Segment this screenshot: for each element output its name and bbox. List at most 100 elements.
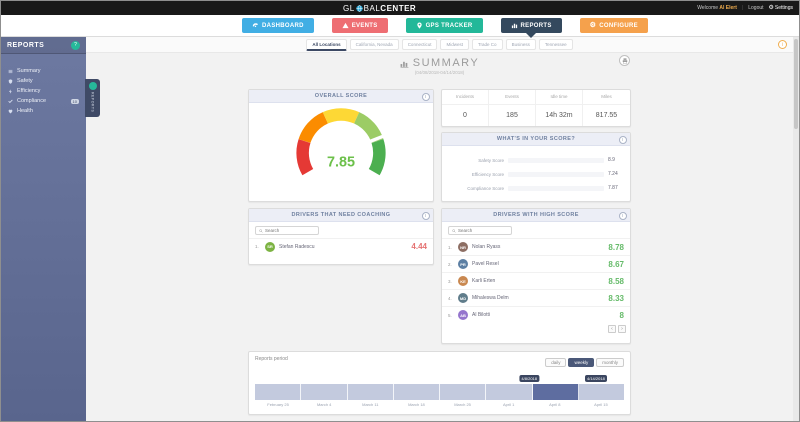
page-title-text: SUMMARY xyxy=(412,57,480,69)
timeline-segment[interactable] xyxy=(579,384,624,400)
axis-label: April 8 xyxy=(549,402,561,407)
check-icon xyxy=(8,99,13,103)
logout-link[interactable]: Logout xyxy=(748,5,764,11)
pagination-prev-button[interactable]: ‹ xyxy=(608,325,616,333)
collapse-tag-icon xyxy=(88,82,97,90)
sidebar-help-icon[interactable]: ? xyxy=(71,40,80,50)
range-start-tooltip: 4/8/2018 xyxy=(519,375,539,382)
info-icon[interactable]: i xyxy=(619,135,627,144)
avatar: MD xyxy=(458,293,468,303)
high-score-driver-row[interactable]: 3. KE Karli Erten 8.58 xyxy=(442,272,630,289)
timeline-bar[interactable] xyxy=(255,384,624,400)
tab-all-locations[interactable]: All Locations xyxy=(306,38,347,51)
timeline-segment[interactable] xyxy=(394,384,440,400)
info-icon[interactable]: i xyxy=(422,92,430,101)
sidebar-item-compliance[interactable]: Compliance 10 xyxy=(1,96,86,106)
stats-table: Incidents Events Idle time Miles 0 185 1… xyxy=(442,90,630,126)
axis-label: April 15 xyxy=(594,402,608,407)
main-nav: DASHBOARD EVENTS GPS TRACKER REPORTS ⚙ C… xyxy=(1,15,799,38)
score-breakdown-rows: Safety Score 8.9 Efficiency Score 7.24 C… xyxy=(442,146,630,195)
gauge-segment-green xyxy=(368,139,386,176)
coaching-header: DRIVERS THAT NEED COACHING i xyxy=(249,209,433,222)
coaching-search-input[interactable] xyxy=(265,228,315,233)
sidebar-item-safety[interactable]: Safety xyxy=(1,76,86,86)
coaching-search-box[interactable] xyxy=(255,226,319,235)
search-icon xyxy=(259,228,263,233)
scrollbar-thumb[interactable] xyxy=(794,39,798,129)
welcome-label: Welcome Al Elert xyxy=(697,5,737,11)
timeline-segment[interactable] xyxy=(301,384,348,400)
driver-score: 8 xyxy=(619,310,624,320)
weekly-button[interactable]: weekly xyxy=(568,358,595,367)
driver-score: 8.33 xyxy=(608,293,624,303)
monthly-button[interactable]: monthly xyxy=(596,358,624,367)
stat-label-idle-time: Idle time xyxy=(536,90,583,105)
high-score-driver-row[interactable]: 1. NR Nolan Ryass 8.78 xyxy=(442,238,630,255)
sidebar-item-efficiency[interactable]: Efficiency xyxy=(1,86,86,96)
summary-chart-icon xyxy=(400,61,409,68)
print-button[interactable] xyxy=(619,55,630,66)
timeline-segment[interactable] xyxy=(486,384,533,400)
nav-events-button[interactable]: EVENTS xyxy=(331,18,388,33)
avatar: SR xyxy=(265,241,275,252)
driver-name: Pavel Resel xyxy=(472,261,499,267)
gauge-segment-lightgreen xyxy=(353,112,384,144)
range-end-tooltip: 4/14/2018 xyxy=(585,375,607,382)
sidebar-title: REPORTS xyxy=(7,41,45,49)
tab-location-1[interactable]: California, Nevada xyxy=(349,39,399,50)
high-score-search-box[interactable] xyxy=(448,226,512,235)
map-pin-icon xyxy=(416,22,422,29)
avatar: PR xyxy=(458,259,468,269)
collapse-tag-label: REPORTS xyxy=(90,92,95,113)
reports-period-label: Reports period xyxy=(255,356,288,362)
driver-score: 8.78 xyxy=(608,242,624,252)
sidebar-collapse-tag[interactable]: REPORTS xyxy=(85,79,100,117)
tab-location-4[interactable]: Trade Co xyxy=(471,39,503,50)
tab-location-5[interactable]: Business xyxy=(505,39,536,50)
nav-reports-button[interactable]: REPORTS xyxy=(500,18,562,38)
nav-configure-button[interactable]: ⚙ CONFIGURE xyxy=(579,18,648,33)
scrollbar-track[interactable] xyxy=(793,37,799,421)
top-bar: GL BALCENTER Welcome Al Elert | Logout ⚙… xyxy=(1,1,799,15)
sidebar-item-summary[interactable]: Summary xyxy=(1,66,86,76)
high-score-search-input[interactable] xyxy=(458,228,508,233)
high-score-driver-row[interactable]: 2. PR Pavel Resel 8.67 xyxy=(442,255,630,272)
nav-dashboard-button[interactable]: DASHBOARD xyxy=(242,18,314,33)
stat-value-events: 185 xyxy=(489,105,536,126)
stat-value-incidents: 0 xyxy=(442,105,489,126)
timeline-selected-segment[interactable] xyxy=(532,384,579,400)
driver-score: 8.67 xyxy=(608,259,624,269)
high-score-driver-row[interactable]: 4. MD Mihaleswa Delm 8.33 xyxy=(442,289,630,306)
info-icon[interactable]: i xyxy=(422,211,430,220)
compliance-badge: 10 xyxy=(70,98,79,104)
settings-link[interactable]: ⚙ Settings xyxy=(768,5,793,11)
stat-label-incidents: Incidents xyxy=(442,90,489,105)
daily-button[interactable]: daily xyxy=(545,358,567,367)
compliance-score-row: Compliance Score 7.87 xyxy=(448,181,624,195)
configure-gear-icon: ⚙ xyxy=(589,22,597,29)
driver-name: Mihaleswa Delm xyxy=(472,295,509,301)
high-score-driver-row[interactable]: 5. AB Al Bilotti 8 xyxy=(442,306,630,323)
app-logo[interactable]: GL BALCENTER xyxy=(343,1,416,15)
timeline-segment[interactable] xyxy=(255,384,302,400)
tab-location-3[interactable]: Midwest xyxy=(440,39,469,50)
nav-gps-tracker-button[interactable]: GPS TRACKER xyxy=(405,18,483,33)
overall-score-header: OVERALL SCORE i xyxy=(249,90,433,103)
timeline-segment[interactable] xyxy=(440,384,487,400)
timeline-segment[interactable] xyxy=(348,384,394,400)
gauge-needle xyxy=(368,134,386,144)
tabs-info-icon[interactable]: i xyxy=(778,40,787,49)
avatar: KE xyxy=(458,276,468,286)
coaching-card: DRIVERS THAT NEED COACHING i 1. SR Stefa… xyxy=(248,208,434,265)
info-icon[interactable]: i xyxy=(619,211,627,220)
coaching-driver-row[interactable]: 1. SR Stefan Radescu 4.44 xyxy=(249,238,433,254)
tab-location-2[interactable]: Connecticut xyxy=(401,39,438,50)
tab-location-6[interactable]: Tennessee xyxy=(538,39,573,50)
user-name[interactable]: Al Elert xyxy=(719,5,737,11)
dashboard-gauge-icon xyxy=(252,23,259,28)
pagination-next-button[interactable]: › xyxy=(618,325,626,333)
topbar-user-area: Welcome Al Elert | Logout ⚙ Settings xyxy=(697,1,793,15)
sidebar-item-health[interactable]: Health xyxy=(1,106,86,116)
timeline-axis: February 25 March 4 March 11 March 18 March … xyxy=(255,402,624,407)
safety-score-row: Safety Score 8.9 xyxy=(448,153,624,167)
